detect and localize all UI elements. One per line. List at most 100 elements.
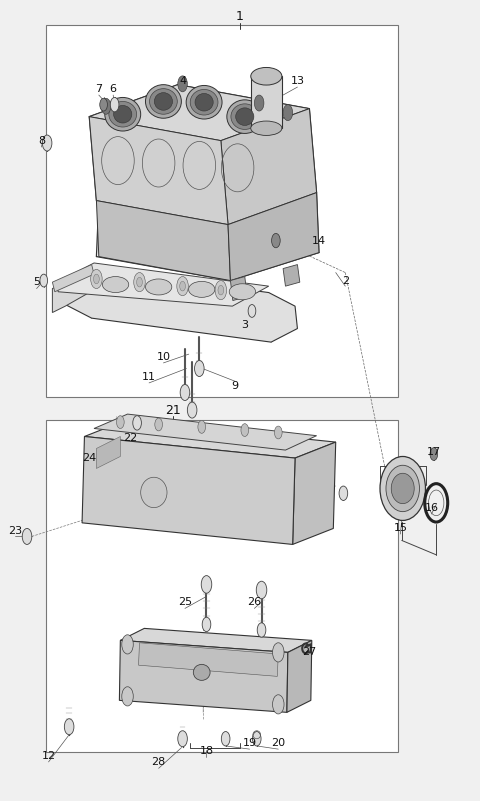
Ellipse shape (231, 104, 259, 130)
Text: 11: 11 (142, 372, 156, 381)
Ellipse shape (102, 276, 129, 292)
Circle shape (117, 416, 124, 429)
Circle shape (194, 360, 204, 376)
Circle shape (339, 486, 348, 501)
Text: 1: 1 (236, 10, 244, 23)
Ellipse shape (193, 664, 210, 680)
Polygon shape (89, 85, 310, 141)
Text: 16: 16 (424, 504, 438, 513)
Ellipse shape (114, 106, 132, 123)
Ellipse shape (236, 108, 254, 126)
Polygon shape (293, 442, 336, 545)
Circle shape (202, 618, 211, 631)
Text: 17: 17 (427, 448, 441, 457)
Circle shape (122, 634, 133, 654)
Text: 19: 19 (242, 738, 257, 748)
Polygon shape (283, 264, 300, 286)
Text: 4: 4 (179, 75, 186, 86)
Text: 26: 26 (247, 597, 262, 607)
Text: 6: 6 (109, 83, 117, 94)
Text: 7: 7 (95, 83, 102, 94)
Text: 12: 12 (41, 751, 56, 761)
Circle shape (241, 424, 249, 437)
Polygon shape (63, 268, 298, 342)
Ellipse shape (109, 102, 137, 127)
Text: 20: 20 (271, 738, 285, 748)
Polygon shape (89, 117, 228, 224)
Circle shape (187, 402, 197, 418)
Polygon shape (96, 437, 120, 469)
Text: 22: 22 (123, 433, 137, 443)
Text: 27: 27 (302, 647, 316, 658)
Circle shape (110, 98, 119, 112)
Polygon shape (96, 200, 230, 280)
Circle shape (177, 276, 188, 296)
Ellipse shape (251, 67, 282, 85)
Circle shape (134, 272, 145, 292)
Polygon shape (120, 629, 312, 652)
Circle shape (122, 686, 133, 706)
Text: 21: 21 (165, 404, 181, 417)
Text: 14: 14 (312, 235, 326, 246)
Bar (46, 421, 398, 752)
Polygon shape (139, 642, 278, 676)
Text: 23: 23 (8, 525, 22, 536)
Ellipse shape (105, 98, 141, 131)
Circle shape (198, 421, 205, 433)
Circle shape (252, 731, 261, 746)
Circle shape (64, 718, 74, 735)
Polygon shape (57, 263, 269, 306)
Text: 13: 13 (290, 75, 304, 86)
Circle shape (257, 623, 266, 637)
Circle shape (273, 694, 284, 714)
Polygon shape (221, 109, 317, 224)
Text: 18: 18 (199, 746, 214, 755)
Circle shape (100, 99, 108, 111)
Ellipse shape (155, 93, 172, 111)
Ellipse shape (186, 86, 222, 119)
Ellipse shape (189, 281, 215, 297)
Polygon shape (228, 192, 319, 280)
Ellipse shape (391, 473, 414, 504)
Circle shape (91, 269, 102, 288)
Circle shape (201, 576, 212, 594)
Circle shape (272, 233, 280, 248)
Text: 8: 8 (38, 135, 45, 146)
Circle shape (180, 384, 190, 400)
Text: 9: 9 (232, 381, 239, 391)
Ellipse shape (251, 121, 282, 135)
Polygon shape (120, 640, 288, 712)
Polygon shape (52, 268, 89, 312)
Circle shape (275, 426, 282, 439)
Polygon shape (230, 276, 247, 300)
Circle shape (94, 274, 99, 284)
Polygon shape (82, 437, 295, 545)
Circle shape (101, 99, 111, 115)
Polygon shape (94, 414, 317, 450)
Text: 15: 15 (393, 523, 408, 533)
Ellipse shape (386, 465, 420, 512)
Circle shape (273, 642, 284, 662)
Ellipse shape (227, 100, 263, 134)
Circle shape (248, 304, 256, 317)
Circle shape (180, 281, 185, 291)
Circle shape (137, 277, 143, 287)
Ellipse shape (141, 477, 167, 508)
Circle shape (42, 135, 52, 151)
Bar (251, 76, 282, 128)
Polygon shape (287, 640, 312, 712)
Ellipse shape (190, 90, 218, 115)
Ellipse shape (195, 94, 213, 111)
Circle shape (254, 95, 264, 111)
Circle shape (256, 582, 267, 599)
Bar (46, 25, 398, 396)
Ellipse shape (380, 457, 425, 521)
Circle shape (221, 731, 230, 746)
Polygon shape (52, 264, 94, 292)
Circle shape (22, 529, 32, 545)
Circle shape (155, 418, 162, 431)
Polygon shape (84, 421, 336, 458)
Ellipse shape (150, 89, 177, 115)
Circle shape (178, 76, 187, 92)
Text: 5: 5 (33, 277, 40, 287)
